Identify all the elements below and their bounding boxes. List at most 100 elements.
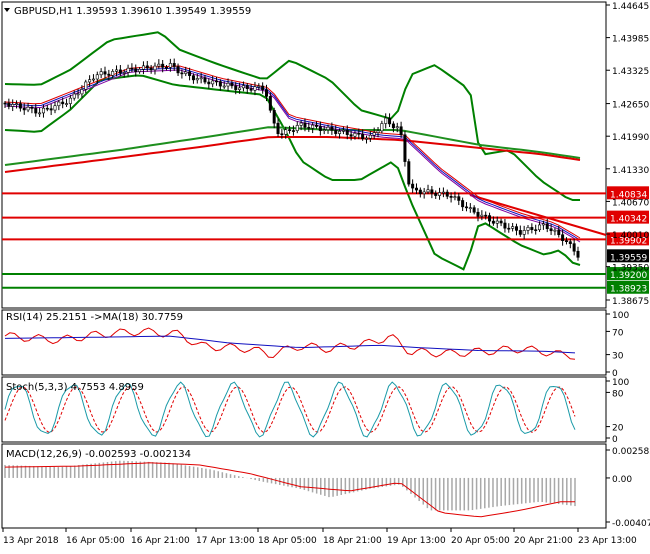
rsi-panel[interactable]: 100 70 30 0 RSI(14) 25.2151 ->MA(18) 30.775… xyxy=(1,309,629,379)
candle-body xyxy=(353,132,357,137)
candle-body xyxy=(503,222,507,229)
candle-body xyxy=(95,74,99,80)
candle-body xyxy=(395,126,399,129)
candle-body xyxy=(265,89,269,97)
price-candles xyxy=(3,58,580,261)
candle-body xyxy=(165,66,169,69)
candle-body xyxy=(226,82,230,87)
candle-body xyxy=(422,191,426,195)
candle-body xyxy=(330,126,334,131)
time-tick-label: 18 Apr 21:00 xyxy=(323,536,382,546)
candle-body xyxy=(238,87,242,90)
stoch-tick-label: 80 xyxy=(612,389,624,399)
candle-body xyxy=(334,130,338,134)
candle-body xyxy=(372,132,376,136)
candle-body xyxy=(3,102,7,105)
time-tick-label: 16 Apr 21:00 xyxy=(131,536,190,546)
ma-slow-line xyxy=(4,126,581,166)
level-price-label: 1.38923 xyxy=(610,285,647,295)
macd-histogram-and-signal xyxy=(4,460,576,518)
price-tick-label: 1.41330 xyxy=(612,166,649,176)
candle-body xyxy=(441,191,445,194)
price-tick-label: 1.38675 xyxy=(612,297,649,307)
candle-body xyxy=(514,226,518,231)
level-price-label: 1.39902 xyxy=(610,236,647,246)
candle-body xyxy=(391,123,395,129)
main-price-panel[interactable]: 1.40834 1.40342 1.39902 1.39200 1.38923 1.395… xyxy=(1,1,649,309)
rsi-tick-label: 100 xyxy=(612,311,629,321)
candle-body xyxy=(111,71,115,76)
candle-body xyxy=(338,131,342,134)
candle-body xyxy=(399,126,403,136)
candle-body xyxy=(322,129,326,132)
current-price-label: 1.39559 xyxy=(610,253,647,263)
candle-body xyxy=(434,192,438,196)
candle-body xyxy=(295,125,299,132)
candle-body xyxy=(157,63,161,67)
rsi-scale: 100 70 30 0 xyxy=(606,311,629,379)
time-tick-label: 18 Apr 05:00 xyxy=(258,536,317,546)
candle-body xyxy=(61,101,65,105)
candle-body xyxy=(65,103,69,105)
horizontal-levels[interactable]: 1.40834 1.40342 1.39902 1.39200 1.38923 1.395… xyxy=(2,186,649,295)
level-price-tag xyxy=(607,267,649,281)
candle-body xyxy=(34,108,38,114)
candle-body xyxy=(153,65,157,71)
macd-tick-label: 0.00 xyxy=(612,475,632,485)
stoch-tick-label: 100 xyxy=(612,378,629,388)
candle-body xyxy=(268,96,272,111)
candle-body xyxy=(184,71,188,74)
candle-body xyxy=(118,69,122,74)
candle-body xyxy=(430,189,434,194)
stoch-panel-label: Stoch(5,3,3) 4.7553 4.8959 xyxy=(6,382,144,393)
ma-fast-line xyxy=(4,69,581,243)
time-tick-label: 19 Apr 13:00 xyxy=(387,536,446,546)
candle-body xyxy=(303,122,307,128)
time-tick-label: 16 Apr 05:00 xyxy=(66,536,125,546)
candle-body xyxy=(576,250,580,258)
candle-body xyxy=(361,133,365,139)
level-price-label: 1.40834 xyxy=(610,190,647,200)
candle-body xyxy=(88,79,92,83)
candle-body xyxy=(418,189,422,195)
price-tick-label: 1.42650 xyxy=(612,101,649,111)
candle-body xyxy=(245,85,249,90)
candle-body xyxy=(464,206,468,209)
candle-body xyxy=(215,80,219,83)
candle-body xyxy=(180,72,184,75)
level-price-tag xyxy=(607,210,649,224)
time-tick-label: 17 Apr 13:00 xyxy=(196,536,255,546)
candle-body xyxy=(284,129,288,135)
candle-body xyxy=(91,78,95,81)
stoch-main-line xyxy=(4,381,576,438)
rsi-tick-label: 70 xyxy=(612,328,624,338)
candle-body xyxy=(57,101,61,107)
price-tick-label: 1.44645 xyxy=(612,2,649,12)
candle-body xyxy=(72,93,76,99)
candle-body xyxy=(507,227,511,230)
candle-body xyxy=(368,134,372,139)
candle-body xyxy=(188,71,192,76)
candle-body xyxy=(518,230,522,235)
rsi-tick-label: 30 xyxy=(612,352,624,362)
candle-body xyxy=(341,130,345,132)
rsi-panel-label: RSI(14) 25.2151 ->MA(18) 30.7759 xyxy=(6,312,183,323)
candle-body xyxy=(511,226,515,229)
level-price-tag xyxy=(607,280,649,294)
stoch-signal-line xyxy=(4,386,576,433)
candle-body xyxy=(572,243,576,252)
candle-body xyxy=(145,65,149,69)
candle-body xyxy=(568,241,572,244)
candle-body xyxy=(18,103,22,109)
macd-panel[interactable]: 0.002583 0.00 -0.004072 MACD(12,26,9) -0.0… xyxy=(1,443,650,529)
moving-averages xyxy=(4,65,607,243)
candle-body xyxy=(484,214,488,217)
candle-body xyxy=(561,234,565,241)
candle-body xyxy=(426,189,430,193)
candle-body xyxy=(288,129,292,131)
dropdown-arrow-icon[interactable] xyxy=(4,8,10,12)
